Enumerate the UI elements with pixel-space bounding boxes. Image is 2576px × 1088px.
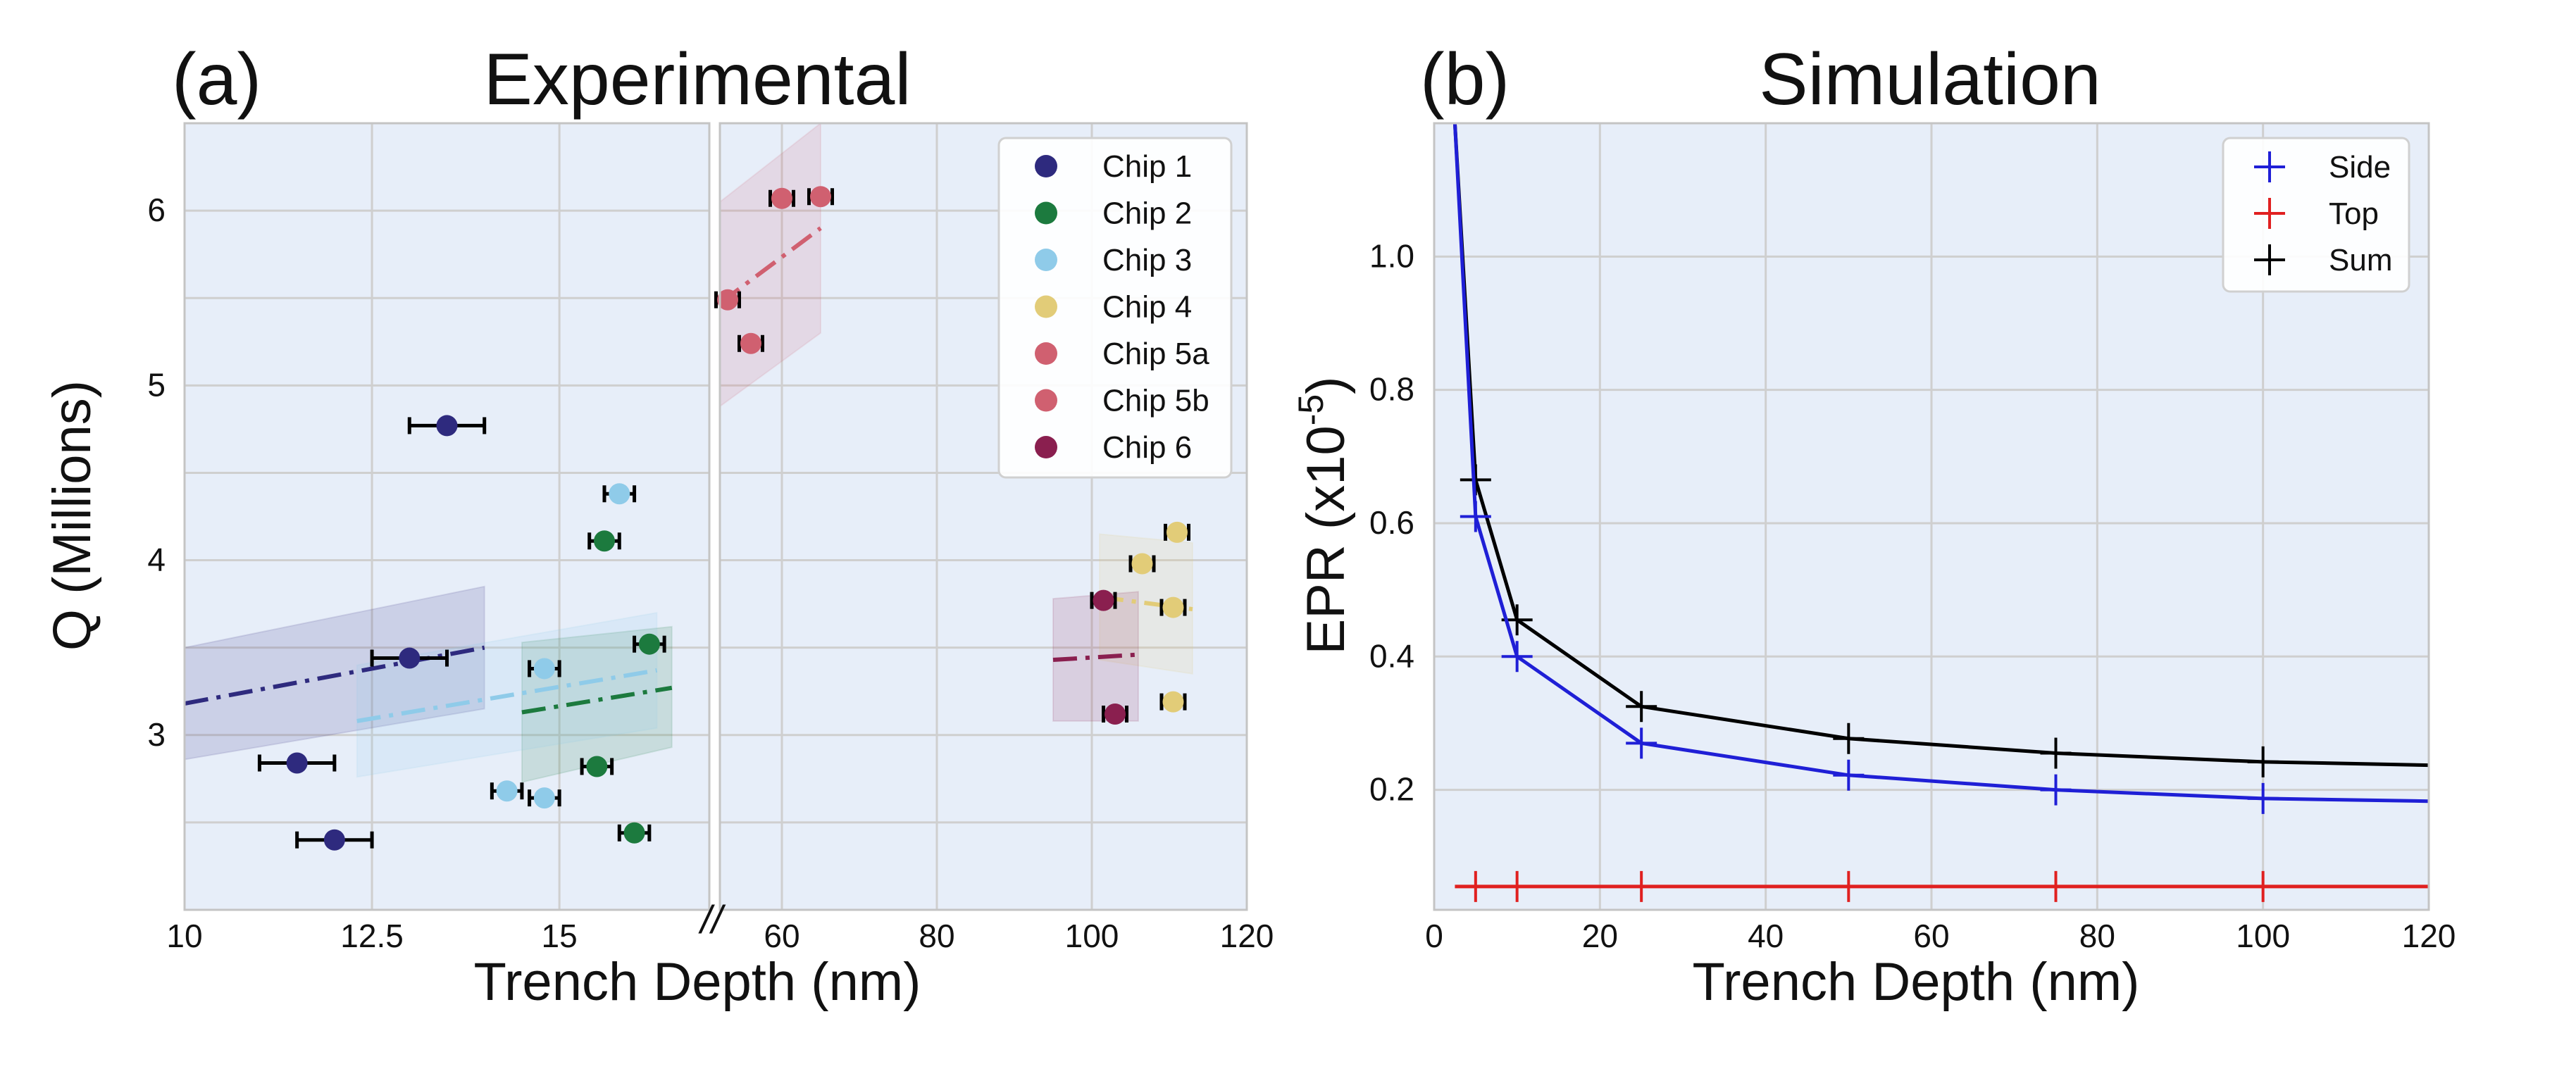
y-tick-label: 0.6 [1369,504,1414,541]
fit-band-chip-6 [1052,591,1139,722]
x-tick-label: 60 [1913,918,1949,954]
legend-label: Chip 6 [1102,430,1192,465]
data-point-chip-2 [586,756,608,777]
data-point-chip-1 [286,752,308,774]
data-point-chip-1 [436,415,458,437]
x-tick-label: 10 [166,918,202,954]
legend-label: Sum [2329,243,2392,277]
y-axis-label-a: Q (Millions) [42,380,102,651]
data-point-chip-3 [533,787,555,809]
data-points [257,186,1190,851]
data-point-chip-4 [1131,553,1153,575]
legend-marker [1035,295,1057,318]
legend-marker [1035,201,1057,225]
x-tick-label: 12.5 [340,918,404,954]
legend-label: Top [2329,196,2379,231]
y-axis-label-b-main: EPR (x10 [1296,425,1356,654]
data-point-chip-1 [323,829,345,851]
fit-line-chip-6 [1052,652,1139,663]
data-point-chip-2 [594,530,615,552]
data-point-chip-1 [399,647,421,669]
x-tick-label: 100 [1065,918,1119,954]
legend-label: Chip 5b [1102,384,1209,418]
legend-marker [1035,342,1057,365]
data-point-chip-5a [771,187,792,209]
legend-a: Chip 1 Chip 2 Chip 3 Chip 4 Chip 5a Chip 5b Ch… [997,137,1233,479]
frame-left [183,122,711,911]
y-axis-label-b: EPR (x10-5) [1291,376,1356,654]
legend-b: Side Top Sum [2222,137,2410,293]
panel-b-label: (b) [1420,39,1510,120]
legend-label: Side [2329,150,2391,185]
legend-label: Chip 3 [1102,243,1192,277]
data-point-chip-5b [717,289,738,311]
tick-labels-a: 3 4 5 6 10 12.5 15 60 80 100 120 [147,192,1274,954]
frame-right [718,122,1248,911]
y-tick-label: 6 [147,192,166,228]
data-point-chip-2 [638,633,660,655]
panel-a-label: (a) [172,39,261,120]
legend-label: Chip 5a [1102,337,1209,371]
y-axis-label-b-sup: -5 [1291,394,1331,425]
x-tick-label: 60 [764,918,799,954]
y-axis-label-b-end: ) [1296,376,1356,394]
data-point-chip-3 [496,780,518,802]
tick-labels-b: 0 20 40 60 80 100 120 0.2 0.4 0.6 0.8 1.0 [1369,237,2456,954]
plot-area-left [185,123,709,910]
data-point-chip-2 [623,822,645,844]
data-point-chip-5b [740,332,761,354]
x-tick-label: 0 [1425,918,1443,954]
fit-line-chip-2 [521,685,673,715]
legend-label: Chip 4 [1102,290,1192,325]
fit-line-chip-3 [356,668,658,723]
y-tick-label: 3 [147,716,166,753]
data-point-chip-6 [1093,589,1114,611]
data-point-chip-6 [1105,703,1126,725]
data-point-chip-4 [1162,691,1184,713]
legend-marker [1035,389,1057,412]
legend-marker [1035,249,1057,271]
x-axis-label-b: Trench Depth (nm) [1693,952,2140,1012]
legend-marker [1035,436,1057,458]
fit-line-chip-1 [184,645,485,706]
frame-b [1433,122,2430,911]
x-tick-label: 120 [1220,918,1274,954]
panel-a-title: Experimental [484,39,911,120]
series-lines [1452,123,2429,902]
panel-b: (b) Simulation 0 20 40 60 80 100 1200.20.40.60… [1291,39,2456,1012]
x-tick-label: 15 [542,918,578,954]
data-point-chip-5a [810,186,831,208]
legend-label: Chip 1 [1102,149,1192,184]
series-line-side [1452,123,2429,804]
legend-label: Chip 2 [1102,196,1192,231]
y-tick-label: 0.2 [1369,771,1414,808]
fit-line-chip-5a [718,226,822,306]
x-tick-label: 100 [2236,918,2290,954]
y-tick-label: 1.0 [1369,237,1414,274]
panel-b-title: Simulation [1759,39,2101,120]
series-line-sum [1452,123,2429,768]
axis-break-mark: // [697,897,726,942]
x-tick-label: 120 [2402,918,2456,954]
x-tick-label: 80 [919,918,954,954]
y-tick-label: 4 [147,542,166,578]
fit-band-chip-1 [185,585,485,761]
x-tick-label: 80 [2079,918,2115,954]
y-tick-label: 0.4 [1369,637,1414,674]
y-tick-label: 5 [147,366,166,403]
y-tick-label: 0.8 [1369,371,1414,408]
data-point-chip-4 [1166,521,1188,543]
data-point-chip-3 [533,658,555,680]
data-point-chip-3 [609,483,630,505]
legend-a-box [997,137,1233,479]
x-tick-label: 40 [1748,918,1784,954]
x-tick-label: 20 [1582,918,1618,954]
data-point-chip-4 [1162,596,1184,618]
x-axis-label-a: Trench Depth (nm) [474,952,921,1012]
legend-marker [1035,155,1057,177]
